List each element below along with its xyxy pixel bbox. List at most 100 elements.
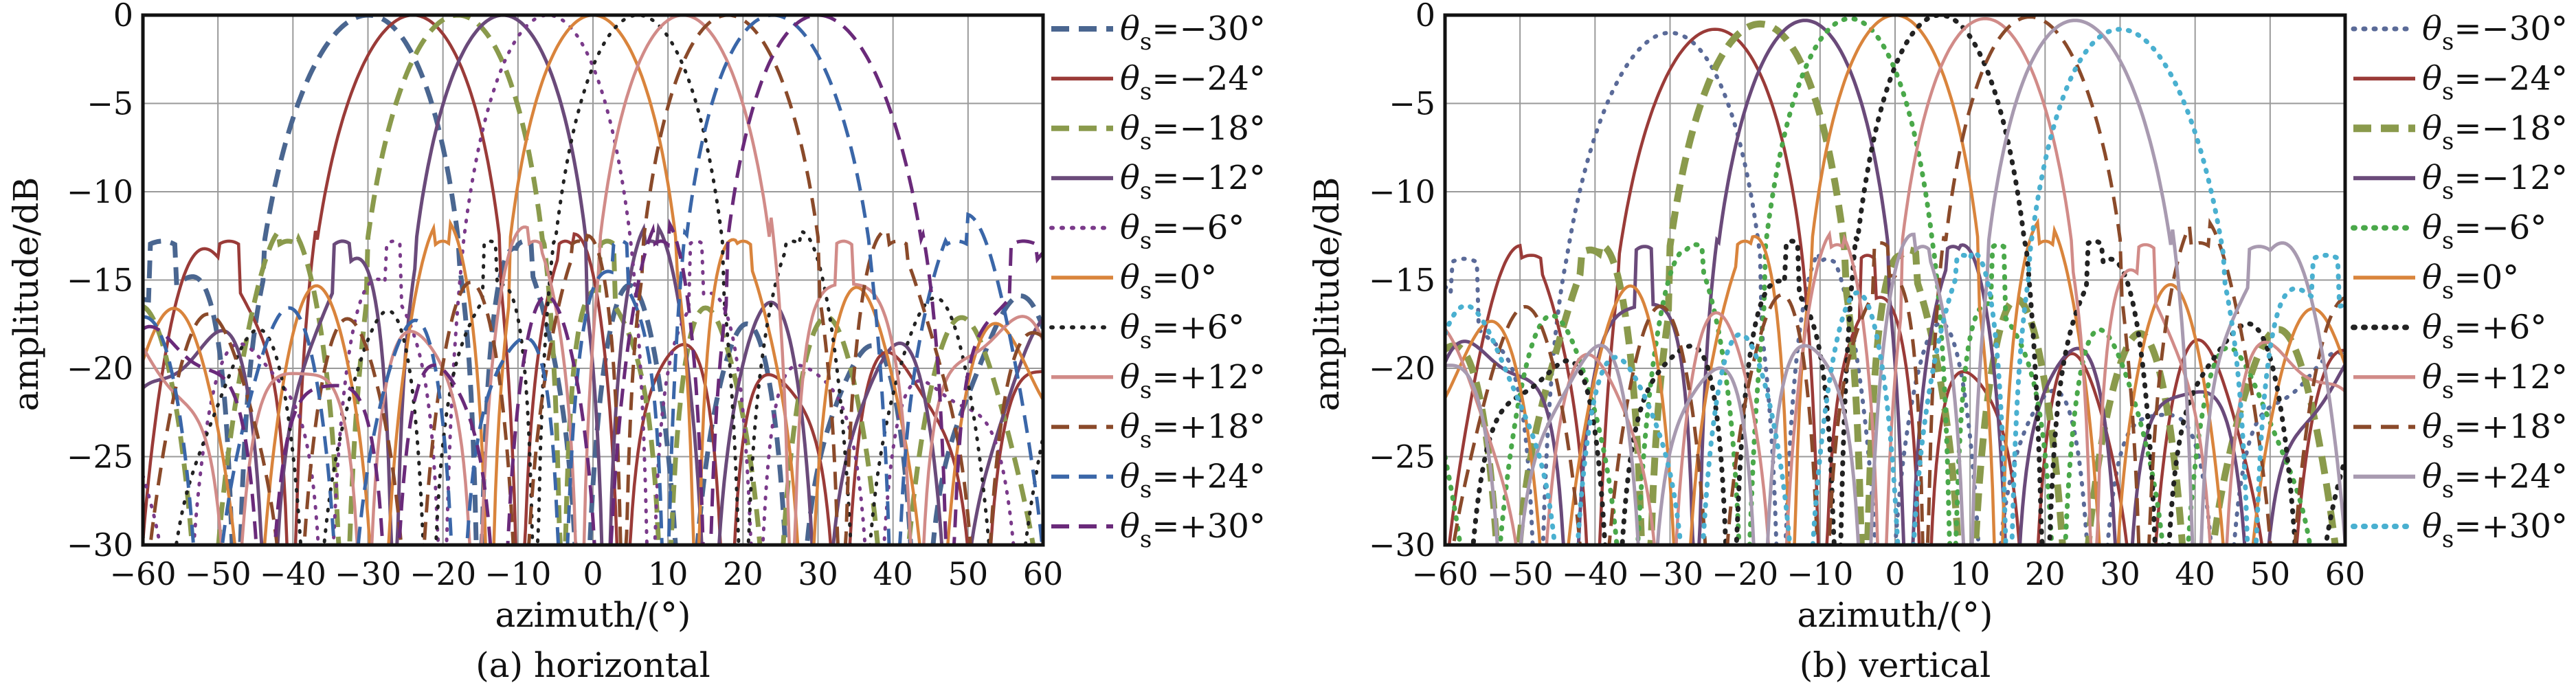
legend-item: θs=+6° bbox=[1049, 308, 1244, 354]
y-tick-label: −5 bbox=[1389, 85, 1435, 122]
series-line bbox=[1445, 16, 2345, 545]
y-tick-label: −25 bbox=[67, 438, 133, 476]
legend-label: θs=−18° bbox=[2422, 109, 2568, 155]
y-tick-label: −10 bbox=[1369, 173, 1435, 210]
legend-item: θs=+12° bbox=[2353, 358, 2568, 404]
plot-frame bbox=[141, 13, 1045, 547]
legend-label: θs=+12° bbox=[1120, 358, 1266, 404]
legend-item: θs=+18° bbox=[2353, 408, 2568, 454]
x-tick-label: 30 bbox=[2100, 555, 2140, 592]
x-tick-label: −10 bbox=[484, 555, 551, 592]
y-tick-label: −30 bbox=[67, 526, 133, 563]
y-tick-label: −20 bbox=[1369, 350, 1435, 387]
legend-label: θs=−18° bbox=[1120, 109, 1266, 155]
x-tick-label: 10 bbox=[1950, 555, 1991, 592]
legend-label: θs=+24° bbox=[2422, 458, 2568, 504]
x-tick-label: 20 bbox=[2025, 555, 2065, 592]
series-line bbox=[143, 15, 1043, 545]
x-tick-label: 60 bbox=[2325, 555, 2366, 592]
legend-item: θs=+30° bbox=[2351, 507, 2568, 553]
y-tick-label: 0 bbox=[1415, 0, 1435, 34]
series-line bbox=[1445, 16, 2313, 545]
legend-label: θs=+6° bbox=[2422, 308, 2546, 354]
legend-label: θs=−12° bbox=[1120, 159, 1266, 205]
legend-vertical: θs=−30°θs=−24°θs=−18°θs=−12°θs=−6°θs=0°θ… bbox=[2351, 10, 2568, 553]
legend-label: θs=−12° bbox=[2422, 159, 2568, 205]
legend-label: θs=0° bbox=[1120, 258, 1217, 304]
legend-label: θs=+30° bbox=[2422, 507, 2568, 553]
series-line bbox=[1445, 19, 2345, 545]
legend-label: θs=−6° bbox=[1120, 209, 1244, 255]
caption-horizontal: (a) horizontal bbox=[475, 645, 710, 685]
legend-item: θs=0° bbox=[2353, 258, 2519, 304]
series-line bbox=[143, 15, 1043, 545]
x-tick-label: −60 bbox=[1411, 555, 1478, 592]
legend-item: θs=−24° bbox=[1051, 59, 1266, 105]
x-axis-label-horizontal: azimuth/(°) bbox=[495, 595, 691, 635]
series-line bbox=[143, 15, 1043, 545]
legend-item: θs=+30° bbox=[1051, 507, 1266, 553]
y-tick-label: 0 bbox=[113, 0, 133, 34]
x-tick-label: 50 bbox=[948, 555, 989, 592]
x-tick-label: −40 bbox=[1562, 555, 1628, 592]
x-tick-label: −30 bbox=[335, 555, 401, 592]
y-tick-label: −15 bbox=[67, 262, 133, 299]
panel-vertical: −60 −50 −40 −30 −20 −10 0 10 20 30 40 50 600−5−10−15… bbox=[1307, 0, 2568, 685]
y-tick-label: −10 bbox=[67, 173, 133, 210]
x-tick-label: 10 bbox=[648, 555, 688, 592]
legend-item: θs=+18° bbox=[1051, 408, 1266, 454]
x-tick-label: −60 bbox=[109, 555, 176, 592]
x-tick-label: −50 bbox=[1487, 555, 1554, 592]
panel-horizontal: −60 −50 −40 −30 −20 −10 0 10 20 30 40 50 600−5−10−15… bbox=[6, 0, 1266, 685]
legend-label: θs=−30° bbox=[1120, 10, 1266, 56]
x-tick-label: 0 bbox=[583, 555, 603, 592]
legend-item: θs=+24° bbox=[1051, 458, 1266, 504]
caption-vertical: (b) vertical bbox=[1800, 645, 1991, 685]
y-axis-label-horizontal: amplitude/dB bbox=[6, 177, 46, 412]
x-tick-label: −20 bbox=[1712, 555, 1778, 592]
plot-frame bbox=[1443, 13, 2347, 547]
legend-item: θs=+24° bbox=[2353, 458, 2568, 504]
series-line bbox=[143, 15, 1043, 545]
legend-item: θs=−6° bbox=[2351, 209, 2546, 255]
legend-label: θs=−24° bbox=[1120, 59, 1266, 105]
legend-item: θs=−12° bbox=[1051, 159, 1266, 205]
x-tick-label: 40 bbox=[873, 555, 913, 592]
x-tick-label: 30 bbox=[798, 555, 838, 592]
series-line bbox=[148, 15, 1043, 545]
legend-label: θs=−24° bbox=[2422, 59, 2568, 105]
legend-label: θs=+12° bbox=[2422, 358, 2568, 404]
legend-item: θs=−6° bbox=[1049, 209, 1244, 255]
y-axis-label-vertical: amplitude/dB bbox=[1307, 177, 1347, 412]
legend-label: θs=+30° bbox=[1120, 507, 1266, 553]
legend-label: θs=+24° bbox=[1120, 458, 1266, 504]
legend-item: θs=−30° bbox=[2351, 10, 2568, 56]
plot-area-vertical: −60 −50 −40 −30 −20 −10 0 10 20 30 40 50 600−5−10−15… bbox=[1369, 0, 2365, 592]
y-tick-label: −20 bbox=[67, 350, 133, 387]
plot-area-horizontal: −60 −50 −40 −30 −20 −10 0 10 20 30 40 50 600−5−10−15… bbox=[67, 0, 1063, 592]
series-line bbox=[1445, 27, 2345, 545]
series-line bbox=[143, 15, 1043, 545]
series-line bbox=[1445, 20, 2339, 545]
legend-item: θs=−18° bbox=[2353, 109, 2568, 155]
y-tick-label: −5 bbox=[87, 85, 133, 122]
x-tick-label: −20 bbox=[410, 555, 476, 592]
x-tick-label: 40 bbox=[2175, 555, 2215, 592]
legend-label: θs=0° bbox=[2422, 258, 2519, 304]
legend-item: θs=0° bbox=[1051, 258, 1217, 304]
x-tick-label: −50 bbox=[185, 555, 251, 592]
x-tick-label: 60 bbox=[1023, 555, 1064, 592]
series-line bbox=[1445, 15, 2345, 545]
legend-item: θs=−30° bbox=[1051, 10, 1266, 56]
x-tick-label: −40 bbox=[260, 555, 326, 592]
legend-label: θs=−6° bbox=[2422, 209, 2546, 255]
legend-item: θs=−18° bbox=[1051, 109, 1266, 155]
x-tick-label: 50 bbox=[2250, 555, 2291, 592]
x-tick-label: −30 bbox=[1637, 555, 1703, 592]
y-tick-label: −25 bbox=[1369, 438, 1435, 476]
x-tick-label: 0 bbox=[1885, 555, 1905, 592]
legend-label: θs=+6° bbox=[1120, 308, 1244, 354]
legend-item: θs=+6° bbox=[2351, 308, 2546, 354]
y-tick-label: −15 bbox=[1369, 262, 1435, 299]
